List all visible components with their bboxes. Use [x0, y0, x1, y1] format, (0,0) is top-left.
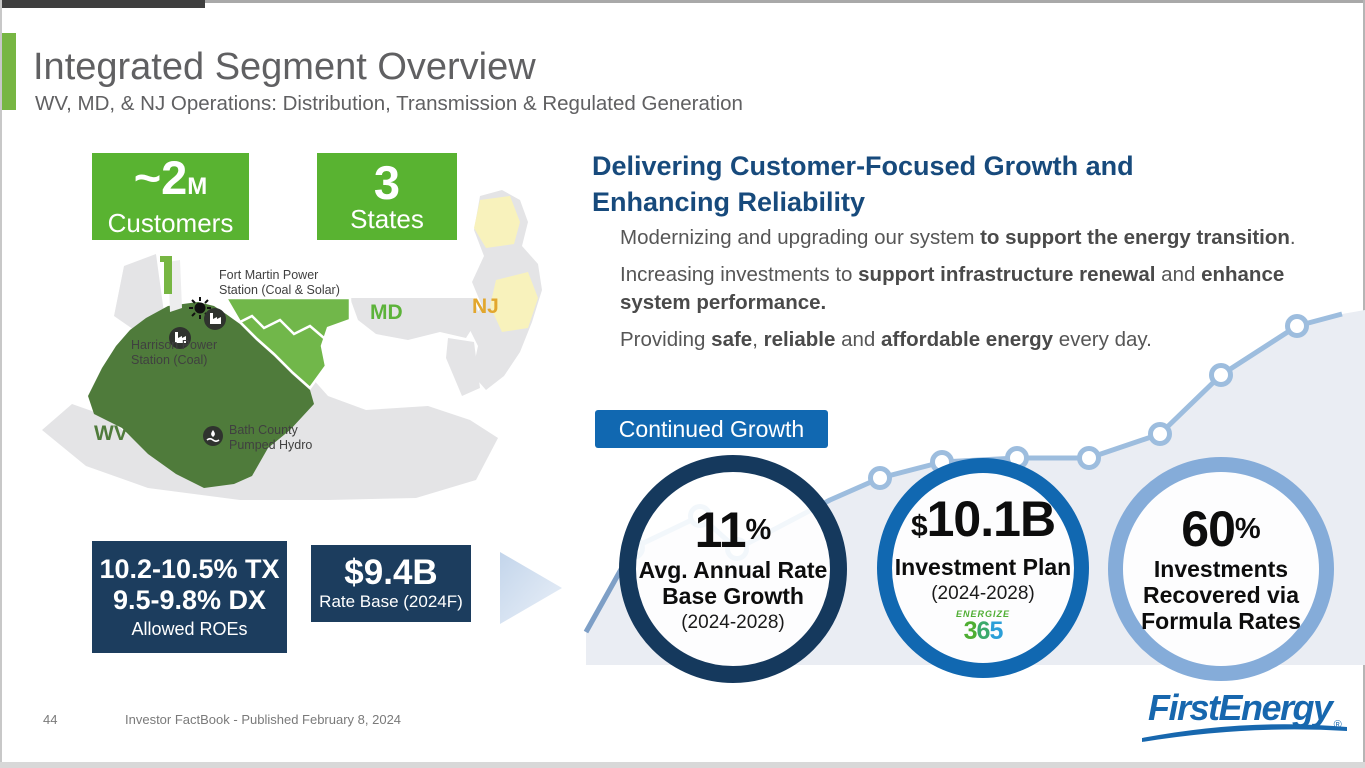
- wv-state-label: WV: [94, 422, 128, 445]
- states-stat-box: 3 States: [317, 153, 457, 240]
- states-label: States: [350, 203, 424, 234]
- firstenergy-wordmark: FirstEnergy ®: [1148, 687, 1342, 732]
- county-border-line: [239, 314, 325, 339]
- factory-icon: [204, 308, 226, 330]
- panhandle-green-bracket: [160, 256, 172, 294]
- registered-mark: ®: [1333, 719, 1342, 731]
- investment-plan-label: Investment Plan: [894, 553, 1072, 580]
- formula-rates-label: Investments Recovered via Formula Rates: [1141, 556, 1301, 634]
- nj-service-area-north: [474, 196, 520, 248]
- roe-tx-value: 10.2-10.5% TX: [99, 553, 280, 584]
- investment-plan-circle: $10.1B Investment Plan (2024-2028) ENERG…: [877, 458, 1089, 678]
- page-number: 44: [43, 712, 58, 727]
- bath-label-line1: Bath County: [229, 423, 299, 437]
- firstenergy-logo: FirstEnergy ®: [1142, 687, 1353, 750]
- allowed-roe-box: 10.2-10.5% TX 9.5-9.8% DX Allowed ROEs: [92, 541, 287, 653]
- harrison-label-line1: Harrison Power: [131, 338, 217, 352]
- continued-growth-badge: Continued Growth: [595, 410, 828, 448]
- bullet-text: Providing safe, reliable and affordable …: [620, 328, 1152, 351]
- nj-service-area-central: [490, 272, 538, 332]
- rate-base-box: $9.4B Rate Base (2024F): [311, 545, 471, 622]
- right-arrow-icon: [500, 552, 562, 624]
- growth-bullets: Modernizing and upgrading our system to …: [620, 224, 1342, 363]
- top-edge: [0, 0, 1365, 3]
- state-shape-northwest: [114, 254, 165, 334]
- nj-state-label: NJ: [472, 295, 499, 318]
- formula-rates-value: 60%: [1181, 501, 1261, 557]
- customers-label: Customers: [107, 208, 234, 238]
- left-edge: [0, 0, 2, 768]
- state-shape-md-eastern-shore: [446, 338, 480, 396]
- service-territory-map: Fort Martin Power Station (Coal & Solar)…: [42, 190, 542, 500]
- hydro-icon: [203, 426, 223, 446]
- rate-base-growth-label: Avg. Annual Rate Base Growth: [638, 556, 828, 609]
- energize-365-logo: ENERGIZE 365: [955, 608, 1010, 645]
- page-title: Integrated Segment Overview: [33, 46, 536, 88]
- wv-territory: [88, 302, 314, 488]
- page-subtitle: WV, MD, & NJ Operations: Distribution, T…: [35, 92, 743, 115]
- formula-rates-circle: 60% Investments Recovered via Formula Ra…: [1108, 457, 1334, 681]
- rate-base-growth-value: 11%: [694, 501, 772, 558]
- rate-base-growth-period: (2024-2028): [681, 611, 785, 633]
- customers-value: ~2M: [133, 151, 208, 204]
- bullet-text: Modernizing and upgrading our system to …: [620, 226, 1296, 249]
- investment-plan-value: $10.1B: [910, 490, 1056, 547]
- fort-martin-label-line1: Fort Martin Power: [219, 268, 318, 282]
- investment-plan-period: (2024-2028): [931, 582, 1035, 604]
- state-shape-maryland: [350, 298, 480, 340]
- growth-heading: Delivering Customer-Focused Growth and E…: [592, 148, 1134, 220]
- rate-base-value: $9.4B: [344, 553, 438, 592]
- fort-martin-label-line2: Station (Coal & Solar): [219, 283, 340, 297]
- bath-label-line2: Pumped Hydro: [229, 438, 312, 452]
- green-accent-bar: [2, 33, 16, 110]
- rate-base-caption: Rate Base (2024F): [319, 592, 463, 611]
- logo-swoosh: [1142, 724, 1347, 742]
- harrison-label-line2: Station (Coal): [131, 353, 207, 367]
- rate-base-growth-circle: 11% Avg. Annual Rate Base Growth (2024-2…: [619, 455, 847, 683]
- growth-heading-line2: Enhancing Reliability: [592, 187, 866, 217]
- md-state-label: MD: [370, 301, 403, 324]
- roe-dx-value: 9.5-9.8% DX: [112, 584, 267, 615]
- customers-stat-box: ~2M Customers: [92, 153, 249, 240]
- footer-text: Investor FactBook - Published February 8…: [125, 712, 402, 727]
- bottom-edge: [0, 762, 1365, 768]
- bullet-text: Increasing investments to support infras…: [620, 263, 1285, 314]
- factory-icon: [169, 327, 191, 349]
- states-value: 3: [373, 155, 401, 209]
- roe-caption: Allowed ROEs: [131, 618, 248, 639]
- growth-heading-line1: Delivering Customer-Focused Growth and: [592, 151, 1134, 181]
- top-left-dark-edge: [0, 0, 205, 8]
